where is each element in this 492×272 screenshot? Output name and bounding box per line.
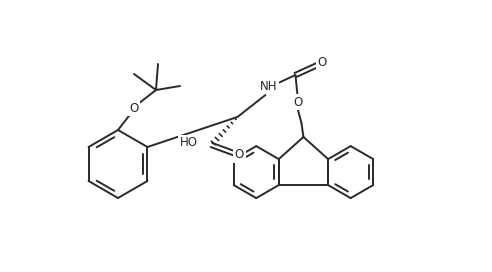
- Text: O: O: [318, 55, 327, 69]
- Text: HO: HO: [180, 137, 197, 150]
- Text: O: O: [294, 95, 303, 109]
- Text: O: O: [235, 149, 244, 162]
- Text: NH: NH: [260, 79, 277, 92]
- Text: O: O: [129, 101, 139, 115]
